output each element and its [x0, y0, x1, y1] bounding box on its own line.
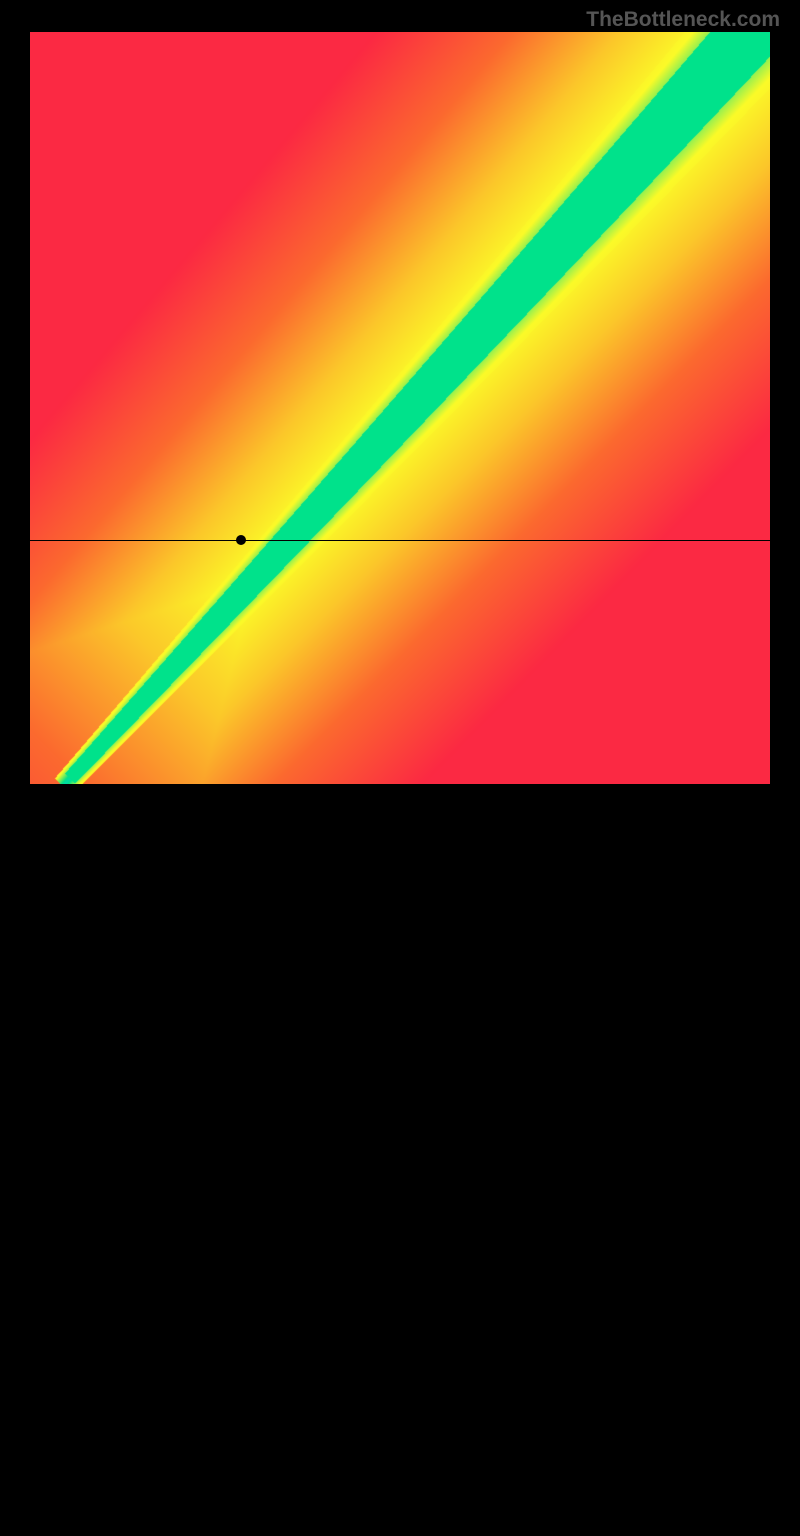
heatmap-chart: [30, 32, 770, 784]
watermark-text: TheBottleneck.com: [586, 8, 780, 32]
heatmap-canvas: [30, 32, 770, 784]
crosshair-horizontal: [30, 540, 770, 541]
crosshair-marker: [236, 535, 246, 545]
crosshair-vertical: [241, 784, 242, 1536]
